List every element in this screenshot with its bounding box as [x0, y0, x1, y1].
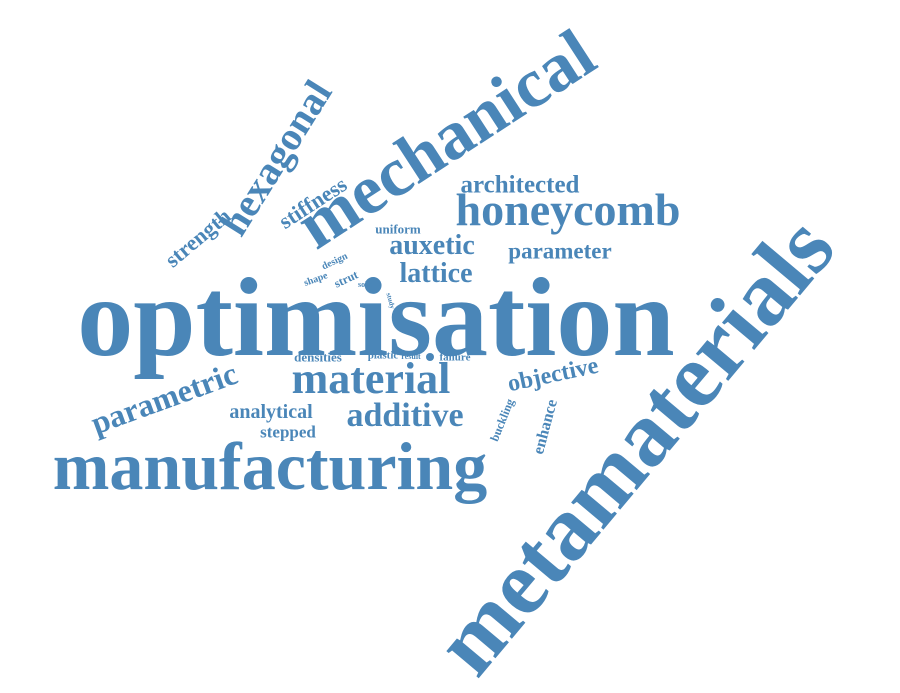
- word-failure: failure: [439, 351, 471, 364]
- word-solid: solid: [357, 280, 375, 289]
- word-uniform: uniform: [375, 221, 421, 237]
- word-architected: architected: [460, 171, 580, 199]
- word-buckling: buckling: [487, 396, 517, 444]
- dot-mark: [426, 353, 434, 361]
- word-analytical: analytical: [229, 401, 313, 423]
- word-enhance: enhance: [530, 397, 561, 457]
- word-auxetic: auxetic: [389, 230, 475, 261]
- word-material: material: [291, 354, 451, 403]
- word-densities: densities: [294, 349, 342, 365]
- word-stepped: stepped: [260, 422, 316, 442]
- word-lattice: lattice: [399, 258, 473, 289]
- word-manufacturing: manufacturing: [52, 428, 488, 504]
- word-plastic: plastic: [367, 349, 399, 362]
- word-result: result: [401, 352, 421, 361]
- word-parameter: parameter: [508, 238, 612, 264]
- word-honeycomb: honeycomb: [455, 184, 681, 235]
- word-additive: additive: [346, 397, 464, 434]
- word-optimisation: optimisation: [77, 256, 675, 380]
